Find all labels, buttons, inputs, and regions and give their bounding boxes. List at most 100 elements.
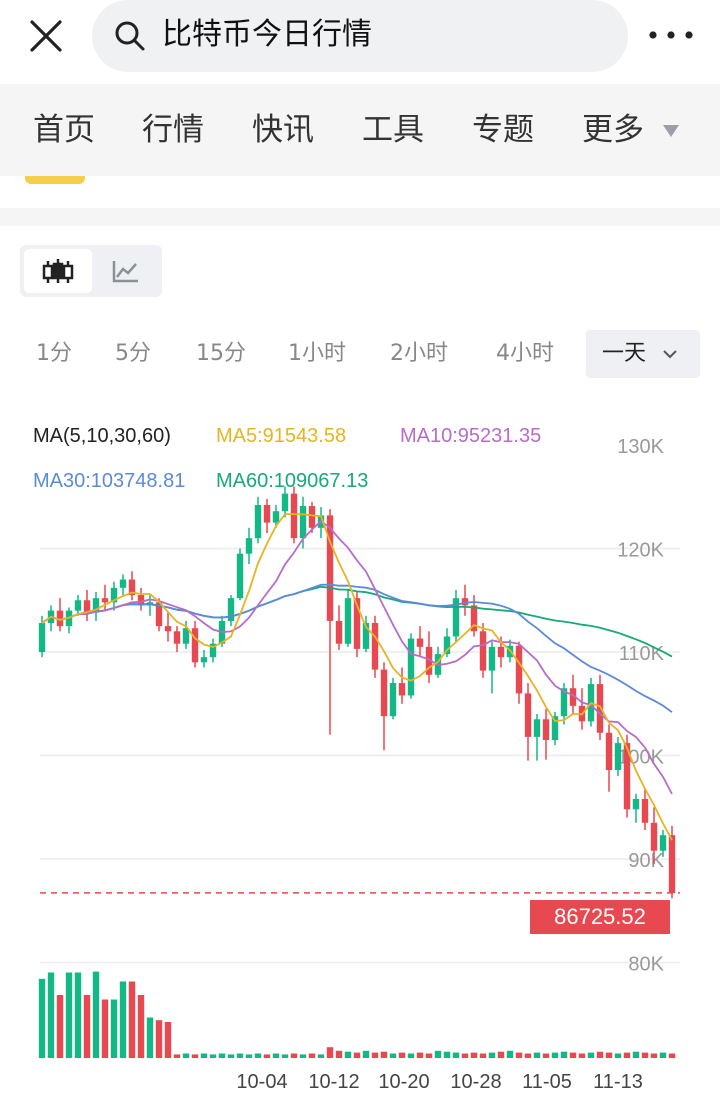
line-chart-icon: [112, 261, 138, 283]
candle-body: [182, 628, 190, 644]
line-mode-button[interactable]: [92, 249, 160, 293]
candle-body: [281, 493, 289, 512]
volume-bar: [416, 1052, 424, 1058]
search-box[interactable]: 比特币今日行情: [92, 0, 628, 72]
period-15m[interactable]: 15分: [196, 341, 246, 366]
volume-bar: [668, 1053, 676, 1058]
nav-tools[interactable]: 工具: [362, 112, 424, 148]
period-4h[interactable]: 4小时: [496, 341, 554, 366]
candle-body: [425, 646, 433, 675]
candle-body: [659, 835, 667, 851]
volume-bar: [236, 1053, 244, 1058]
volume-bar: [371, 1052, 379, 1058]
period-5m[interactable]: 5分: [115, 341, 151, 366]
volume-bar: [407, 1053, 415, 1058]
ma10-line: [41, 520, 673, 795]
volume-bar: [47, 972, 55, 1058]
nav-topics[interactable]: 专题: [472, 112, 534, 148]
x-tick-label: 10-28: [450, 1071, 501, 1093]
more-options-icon[interactable]: [646, 20, 696, 50]
volume-bar: [362, 1050, 370, 1058]
volume-bar: [506, 1050, 514, 1058]
volume-bar: [38, 978, 46, 1058]
candle-body: [470, 605, 478, 632]
close-icon[interactable]: [28, 18, 64, 54]
candle-body: [101, 598, 109, 603]
y-tick-label: 120K: [617, 540, 664, 562]
candle-body: [74, 600, 82, 611]
candle-body: [38, 623, 46, 652]
candle-body: [668, 835, 676, 894]
search-icon: [115, 21, 145, 51]
x-tick-label: 11-13: [593, 1071, 643, 1093]
volume-bar: [317, 1054, 325, 1058]
period-2h[interactable]: 2小时: [390, 341, 448, 366]
volume-bar: [659, 1052, 667, 1058]
main-nav: 首页 行情 快讯 工具 专题 更多: [0, 84, 720, 176]
y-tick-label: 130K: [617, 436, 664, 458]
y-tick-label: 110K: [619, 643, 665, 665]
caret-down-icon[interactable]: [662, 124, 680, 138]
candle-body: [524, 693, 532, 737]
period-1d[interactable]: 一天: [586, 330, 700, 378]
candle-body: [128, 579, 136, 596]
volume-bar: [470, 1052, 478, 1058]
volume-bar: [551, 1052, 559, 1058]
volume-bar: [344, 1051, 352, 1058]
candle-body: [335, 620, 343, 644]
candlestick-mode-button[interactable]: [24, 249, 92, 293]
candle-body: [155, 602, 163, 627]
candle-body: [488, 646, 496, 671]
search-query[interactable]: 比特币今日行情: [162, 17, 372, 52]
candle-body: [461, 598, 469, 606]
candle-body: [560, 688, 568, 717]
candle-body: [533, 719, 541, 737]
candle-body: [191, 628, 199, 663]
period-1m[interactable]: 1分: [36, 341, 72, 366]
x-tick-label: 10-04: [236, 1071, 287, 1093]
x-tick-label: 10-12: [308, 1071, 359, 1093]
nav-more[interactable]: 更多: [582, 112, 644, 148]
volume-bar: [515, 1052, 523, 1058]
candle-body: [209, 643, 217, 658]
volume-bar: [263, 1054, 271, 1058]
candle-body: [623, 743, 631, 810]
candle-body: [56, 610, 64, 627]
volume-bar: [308, 1053, 316, 1058]
candle-body: [164, 626, 172, 632]
volume-bar: [560, 1051, 568, 1058]
x-tick-label: 11-05: [522, 1071, 572, 1093]
candle-body: [596, 684, 604, 733]
candle-body: [227, 598, 235, 621]
volume-bar: [272, 1053, 280, 1058]
volume-bar: [488, 1052, 496, 1058]
period-1d-label: 一天: [602, 341, 647, 366]
candle-body: [416, 638, 424, 647]
volume-bar: [146, 1017, 154, 1058]
nav-home[interactable]: 首页: [33, 112, 95, 148]
period-1h[interactable]: 1小时: [288, 341, 346, 366]
volume-bar: [434, 1050, 442, 1058]
section-gap: [0, 208, 720, 226]
volume-bar: [209, 1054, 217, 1058]
volume-bar: [650, 1053, 658, 1058]
ma30-label: MA30:103748.81: [33, 470, 186, 492]
nav-market[interactable]: 行情: [142, 112, 204, 148]
volume-bar: [83, 995, 91, 1058]
volume-bar: [191, 1054, 199, 1058]
volume-bar: [569, 1052, 577, 1058]
volume-bar: [227, 1054, 235, 1058]
volume-bar: [74, 972, 82, 1058]
volume-bar: [173, 1054, 181, 1058]
candle-body: [371, 623, 379, 670]
volume-bar: [92, 971, 100, 1058]
candle-body: [398, 683, 406, 696]
volume-bar: [290, 1053, 298, 1058]
nav-news[interactable]: 快讯: [252, 112, 314, 148]
volume-bar: [110, 999, 118, 1058]
ma30-line: [41, 583, 673, 713]
candle-body: [290, 493, 298, 539]
candle-body: [362, 623, 370, 649]
chart-type-toggle: [20, 245, 162, 297]
